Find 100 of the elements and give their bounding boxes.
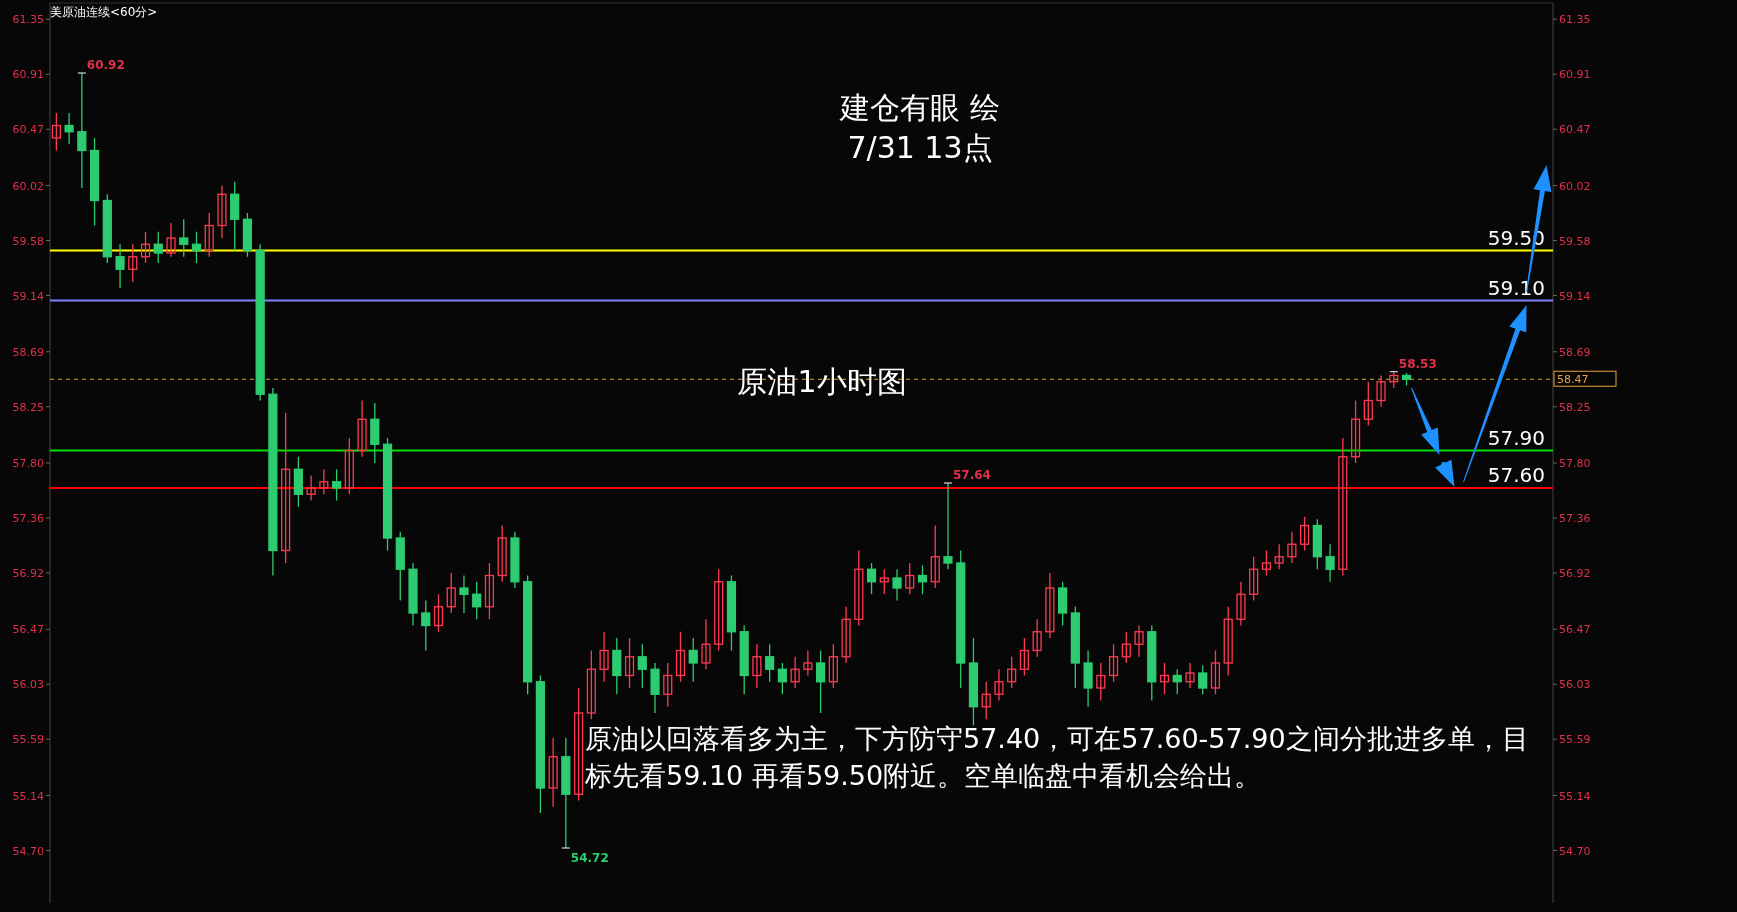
- candlestick: [179, 218, 189, 258]
- candlestick: [1185, 662, 1195, 689]
- candlestick: [446, 572, 456, 614]
- candlestick: [421, 599, 431, 652]
- candlestick: [433, 593, 444, 633]
- y-tick-label: 56.47: [12, 623, 44, 637]
- candlestick: [777, 662, 787, 695]
- annotation: 54.72: [570, 851, 609, 865]
- ref-line-label: 57.60: [1487, 463, 1545, 487]
- y-tick-label: 58.25: [12, 400, 44, 414]
- y-tick-label: 57.36: [12, 512, 44, 525]
- candlestick: [879, 568, 889, 595]
- y-tick-label: 60.02: [12, 179, 44, 193]
- candlestick: [943, 482, 953, 570]
- y-tick-label: 57.80: [12, 457, 44, 470]
- candlestick: [472, 581, 482, 620]
- candlestick: [1121, 631, 1131, 664]
- candlestick: [803, 649, 813, 677]
- candlestick: [765, 643, 775, 683]
- candlestick: [663, 662, 673, 708]
- candlestick: [1274, 543, 1284, 570]
- candlestick: [1198, 664, 1208, 695]
- annotation: 58.53: [1398, 356, 1437, 371]
- candlestick: [675, 631, 686, 683]
- y-tick-label: 60.91: [12, 68, 44, 82]
- candlestick: [497, 524, 507, 583]
- y2-tick-label: 58.69: [1559, 345, 1591, 359]
- y-tick-label: 59.58: [12, 234, 44, 248]
- y-tick-label: 54.70: [12, 844, 44, 858]
- candlestick: [637, 643, 647, 689]
- candlestick: [140, 231, 151, 264]
- candlestick: [828, 643, 838, 689]
- candlestick: [128, 243, 138, 283]
- annotation: 60.92: [86, 58, 125, 72]
- y2-tick-label: 56.03: [1559, 678, 1591, 692]
- text: 建仓有眼 绘: [839, 90, 1000, 125]
- y-tick-label: 56.03: [12, 678, 44, 692]
- y2-tick-label: 60.02: [1559, 179, 1591, 193]
- candlestick: [344, 437, 354, 495]
- candlestick: [866, 562, 877, 595]
- candlestick: [1096, 662, 1106, 702]
- y2-tick-label: 60.91: [1559, 68, 1591, 82]
- candlestick: [1032, 618, 1042, 658]
- candlestick: [306, 474, 316, 502]
- candlestick: [331, 468, 342, 502]
- candlestick: [917, 564, 928, 595]
- candlestick: [930, 524, 940, 589]
- y2-tick-label: 56.47: [1559, 623, 1591, 637]
- candlestick: [574, 687, 584, 802]
- y-tick-label: 55.59: [12, 733, 44, 747]
- candlestick: [981, 681, 991, 720]
- candlestick: [1236, 581, 1246, 627]
- ref-line-label: 58.47: [1557, 373, 1589, 387]
- candlestick: [1159, 662, 1170, 695]
- candlestick: [281, 412, 291, 564]
- candlestick: [994, 668, 1004, 702]
- candlestick: [1300, 516, 1310, 552]
- candlestick: [1261, 549, 1272, 577]
- candlestick: [1045, 572, 1055, 639]
- y-tick-label: 55.14: [12, 789, 44, 803]
- candlestick: [599, 631, 609, 683]
- candlestick: [841, 606, 851, 664]
- candlestick: [217, 184, 227, 239]
- text: 7/31 13点: [847, 130, 993, 165]
- candlestick: [484, 562, 495, 620]
- candlestick: [701, 618, 711, 670]
- candlestick: [586, 649, 596, 720]
- candlestick: [905, 562, 915, 595]
- y2-tick-label: 54.70: [1559, 844, 1591, 858]
- candlestick: [892, 568, 902, 602]
- candlestick: [319, 468, 329, 495]
- y2-tick-label: 57.80: [1559, 457, 1591, 470]
- candlestick: [115, 243, 125, 289]
- candlestick: [1376, 374, 1386, 408]
- y2-tick-label: 55.14: [1559, 789, 1591, 803]
- candlestick: [714, 568, 724, 652]
- annotation: 57.64: [952, 468, 991, 482]
- candlestick: [1223, 606, 1233, 677]
- y-tick-label: 58.69: [12, 345, 44, 359]
- candlestick: [816, 649, 826, 714]
- candlestick: [64, 112, 74, 145]
- candlestick: [854, 549, 864, 627]
- candlestick: [191, 231, 202, 264]
- candlestick: [752, 643, 762, 689]
- y2-tick-label: 59.14: [1559, 289, 1591, 303]
- y2-tick-label: 55.59: [1559, 733, 1591, 747]
- candlestick: [1249, 556, 1259, 602]
- candlestick: [790, 656, 800, 689]
- y-tick-label: 56.92: [12, 567, 44, 580]
- candlestick: [1350, 399, 1361, 464]
- candlestick: [77, 72, 87, 189]
- y2-tick-label: 60.47: [1559, 123, 1591, 137]
- candlestick: [153, 231, 163, 264]
- candlestick: [204, 212, 214, 258]
- candlestick: [624, 637, 635, 689]
- candlestick: [548, 737, 558, 808]
- candlestick: [1134, 624, 1144, 658]
- y2-tick-label: 58.25: [1559, 400, 1591, 414]
- candlestick: [1172, 668, 1182, 695]
- y2-tick-label: 56.92: [1559, 567, 1591, 580]
